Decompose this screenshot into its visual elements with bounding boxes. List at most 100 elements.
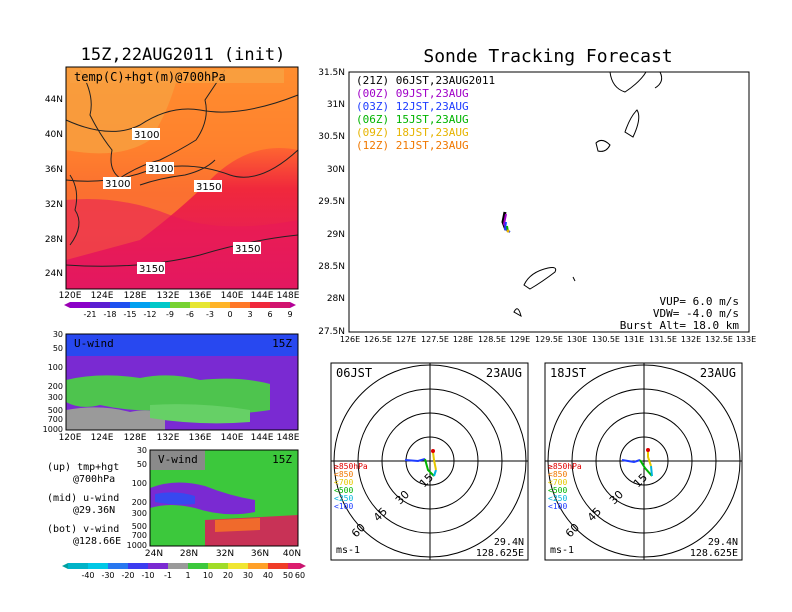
note-line: (bot) v-wind <box>47 524 119 535</box>
contour-label: 3100 <box>134 130 159 141</box>
right-title: Sonde Tracking Forecast <box>423 46 672 67</box>
lon-label: 130.5E <box>592 335 620 344</box>
level-legend: <100 <box>548 502 567 511</box>
temp-map <box>65 66 299 290</box>
uwind-label: U-wind <box>74 337 114 350</box>
colorbar-tick: -12 <box>143 310 156 319</box>
colorbar-tick: 0 <box>227 310 232 319</box>
pressure-label: 700 <box>132 531 147 540</box>
lat-label: 36N <box>45 165 63 175</box>
lon-label: 148E <box>277 433 300 443</box>
hodo-lon: 128.625E <box>476 548 524 559</box>
pressure-label: 200 <box>132 498 147 507</box>
lon-label: 136E <box>189 291 212 301</box>
lon-label: 136E <box>189 433 212 443</box>
hodo-date: 23AUG <box>700 366 736 380</box>
note-line: (mid) u-wind <box>47 493 119 504</box>
level-legend: <700 <box>334 478 353 487</box>
lon-label: 140E <box>221 291 244 301</box>
uwind-time: 15Z <box>272 337 292 350</box>
lon-label: 128.5E <box>478 335 506 344</box>
hodograph-06jst <box>330 362 529 561</box>
pressure-label: 100 <box>132 479 147 488</box>
lon-label: 130E <box>567 335 587 344</box>
colorbar-tick: 60 <box>295 571 305 580</box>
pressure-label: 300 <box>48 393 63 402</box>
pressure-label: 100 <box>48 363 63 372</box>
lat-label: 29.5N <box>318 197 345 207</box>
level-legend: <850 <box>334 470 353 479</box>
colorbar-tick: -6 <box>186 310 194 319</box>
lat-label: 24N <box>45 269 63 279</box>
vwind-time: 15Z <box>272 453 292 466</box>
legend-entry: (09Z) 18JST,23AUG <box>356 126 469 139</box>
colorbar-tick: 10 <box>203 571 213 580</box>
level-legend: <100 <box>334 502 353 511</box>
lon-label: 124E <box>91 433 114 443</box>
pressure-label: 500 <box>132 522 147 531</box>
param-text: VUP= 6.0 m/s <box>660 295 739 308</box>
lon-label: 140E <box>221 433 244 443</box>
level-legend: <250 <box>548 494 567 503</box>
colorbar-tick: 1 <box>185 571 190 580</box>
vwind-section <box>149 449 299 547</box>
colorbar-tick: -3 <box>206 310 214 319</box>
pressure-label: 30 <box>137 446 147 455</box>
colorbar-tick: 20 <box>223 571 233 580</box>
colorbar-tick: -15 <box>123 310 136 319</box>
note-line: @29.36N <box>73 505 115 516</box>
contour-label: 3100 <box>148 164 173 175</box>
contour-label: 3150 <box>235 244 260 255</box>
left-title: 15Z,22AUG2011 (init) <box>81 45 286 65</box>
lat-label: 28N <box>45 235 63 245</box>
colorbar-tick: -9 <box>166 310 174 319</box>
colorbar-tick: 40 <box>263 571 273 580</box>
wind-colorbar <box>62 563 306 569</box>
lat-label: 40N <box>283 549 301 559</box>
hodo-unit: ms-1 <box>550 545 574 556</box>
lon-label: 129E <box>510 335 530 344</box>
colorbar-tick: -1 <box>164 571 172 580</box>
level-legend: <850 <box>548 470 567 479</box>
tracking-map <box>348 71 750 333</box>
lat-label: 32N <box>216 549 234 559</box>
contour-label: 3100 <box>105 179 130 190</box>
param-text: VDW= -4.0 m/s <box>653 307 739 320</box>
lon-label: 131E <box>624 335 644 344</box>
lat-label: 27.5N <box>318 327 345 337</box>
pressure-label: 500 <box>48 406 63 415</box>
lat-label: 36N <box>251 549 269 559</box>
lon-label: 120E <box>59 291 82 301</box>
pressure-label: 700 <box>48 415 63 424</box>
temp-colorbar <box>64 302 296 308</box>
lat-label: 28N <box>180 549 198 559</box>
lon-label: 126.5E <box>364 335 392 344</box>
lon-label: 144E <box>251 433 274 443</box>
pressure-label: 30 <box>53 330 63 339</box>
hodograph-18jst <box>544 362 743 561</box>
colorbar-tick: 6 <box>267 310 272 319</box>
vwind-label: V-wind <box>158 453 198 466</box>
lon-label: 131.5E <box>649 335 677 344</box>
pressure-label: 1000 <box>43 425 63 434</box>
hodo-time: 06JST <box>336 366 372 380</box>
lat-label: 29N <box>327 230 345 240</box>
lat-label: 30.5N <box>318 132 345 142</box>
lon-label: 132.5E <box>705 335 733 344</box>
lat-label: 30N <box>327 165 345 175</box>
lat-label: 31.5N <box>318 68 345 78</box>
level-legend: <250 <box>334 494 353 503</box>
note-line: (up) tmp+hgt <box>47 462 119 473</box>
map-label: temp(C)+hgt(m)@700hPa <box>74 70 226 84</box>
colorbar-tick: 3 <box>247 310 252 319</box>
pressure-label: 300 <box>132 509 147 518</box>
uwind-section <box>65 333 299 431</box>
lon-label: 128E <box>124 291 147 301</box>
lat-label: 28.5N <box>318 262 345 272</box>
lon-label: 132E <box>157 433 180 443</box>
note-line: @700hPa <box>73 474 115 485</box>
hodo-unit: ms-1 <box>336 545 360 556</box>
pressure-label: 1000 <box>127 541 147 550</box>
lat-label: 31N <box>327 100 345 110</box>
